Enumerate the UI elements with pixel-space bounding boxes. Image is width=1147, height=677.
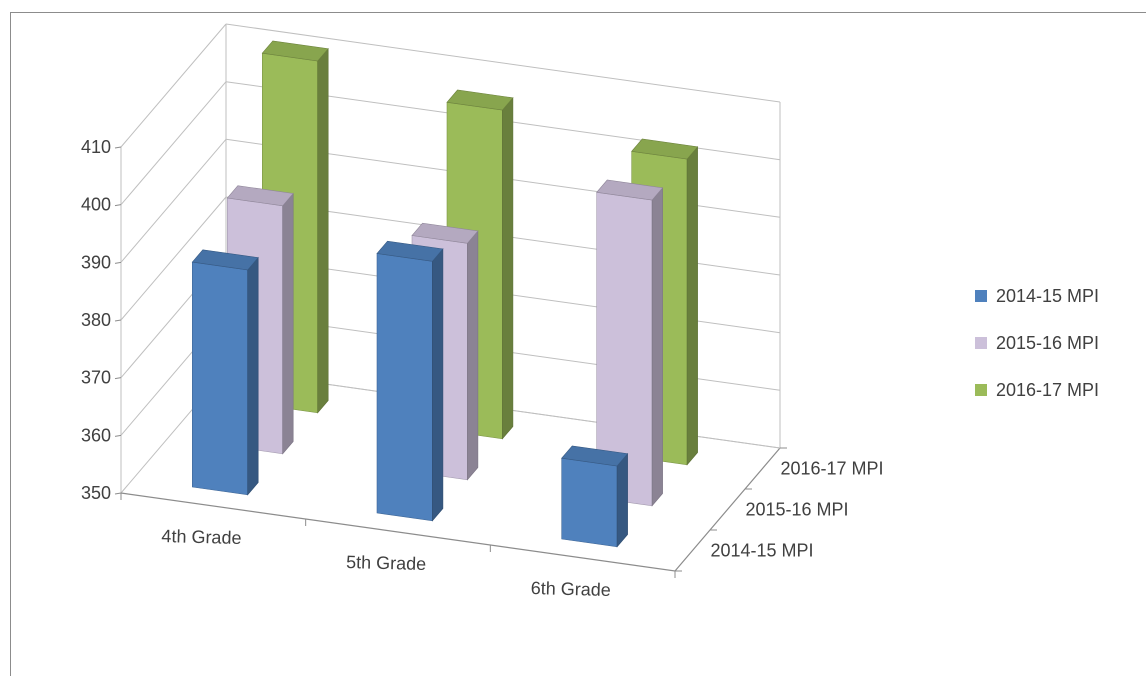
bar-top-face	[446, 89, 514, 111]
bar-side-face	[616, 452, 628, 548]
depth-label: 2014-15 MPI	[711, 541, 814, 561]
bar-top-face	[596, 179, 664, 201]
legend-label: 2014-15 MPI	[996, 286, 1099, 306]
bar-side-face	[317, 47, 329, 414]
bar-top-face	[376, 240, 444, 262]
depth-tick-labels: 2014-15 MPI 2015-16 MPI 2016-17 MPI	[711, 459, 884, 561]
bar-side-face	[686, 145, 698, 466]
bar-side-face	[432, 248, 444, 522]
bar-top-face	[191, 249, 259, 271]
y-tick-mark	[114, 146, 122, 149]
legend-label: 2016-17 MPI	[996, 380, 1099, 400]
bar-front-face	[376, 253, 433, 522]
bar-side-face	[651, 186, 663, 507]
legend-swatch	[975, 337, 987, 349]
bar-top-face	[411, 222, 479, 244]
y-tick-label: 360	[81, 425, 111, 445]
bar-front-face	[561, 457, 618, 548]
bar-side-face	[282, 192, 294, 455]
y-tick-label: 390	[81, 252, 111, 272]
legend-label: 2015-16 MPI	[996, 333, 1099, 353]
bar-side-face	[467, 230, 479, 481]
bar	[561, 445, 629, 548]
y-tick-label: 400	[81, 195, 111, 215]
y-tick-label: 370	[81, 368, 111, 388]
bar-top-face	[561, 445, 629, 467]
depth-label: 2015-16 MPI	[746, 500, 849, 520]
legend-swatch	[975, 384, 987, 396]
y-tick-mark	[114, 492, 122, 495]
bar	[376, 240, 444, 522]
category-label: 5th Grade	[346, 552, 427, 574]
side-gridline	[120, 196, 227, 321]
bar-top-face	[226, 185, 294, 207]
legend-swatch	[975, 290, 987, 302]
y-tick-mark	[114, 261, 122, 264]
y-tick-mark	[114, 434, 122, 437]
bar-top-face	[631, 138, 699, 160]
bars	[191, 40, 699, 548]
bar-front-face	[192, 261, 248, 496]
y-tick-mark	[114, 319, 122, 322]
bar-side-face	[247, 256, 259, 496]
legend: 2014-15 MPI 2015-16 MPI 2016-17 MPI	[975, 286, 1099, 400]
bar-side-face	[502, 96, 514, 440]
y-tick-label: 380	[81, 310, 111, 330]
bar-top-face	[261, 40, 329, 62]
back-gridline	[225, 23, 781, 103]
y-tick-labels: 350 360 370 380 390 400 410	[81, 137, 111, 503]
side-gridline	[120, 23, 227, 148]
side-gridline	[120, 81, 227, 206]
bar	[596, 179, 664, 507]
y-tick-label: 410	[81, 137, 111, 157]
category-label: 4th Grade	[161, 526, 242, 548]
side-gridline	[120, 138, 227, 263]
depth-label: 2016-17 MPI	[781, 459, 884, 479]
category-label: 6th Grade	[531, 578, 612, 600]
bar	[191, 249, 259, 496]
y-tick-mark	[114, 204, 122, 207]
x-tick-labels: 4th Grade 5th Grade 6th Grade	[161, 526, 611, 600]
y-tick-mark	[114, 377, 122, 380]
y-tick-label: 350	[81, 483, 111, 503]
